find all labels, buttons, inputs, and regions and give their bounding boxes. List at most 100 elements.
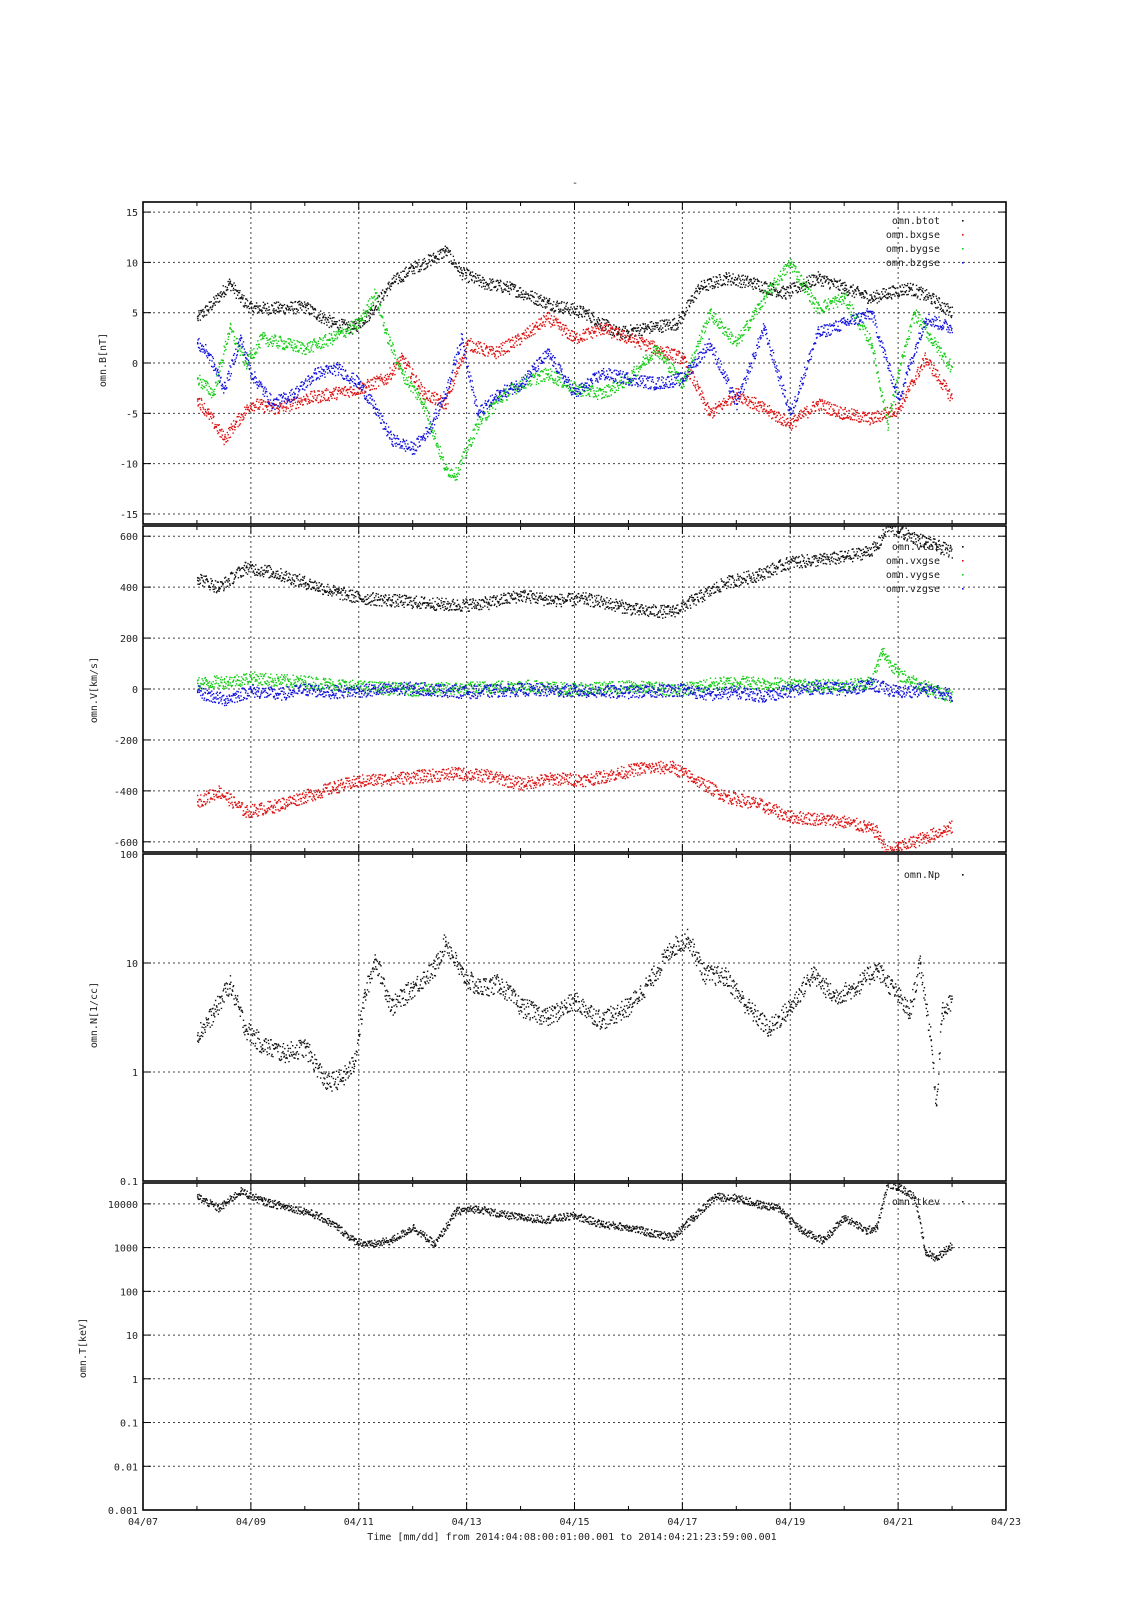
data-point: [498, 394, 501, 397]
data-point: [423, 257, 426, 260]
data-point: [209, 416, 212, 418]
data-point: [809, 289, 812, 291]
data-point: [251, 409, 254, 412]
data-point: [467, 448, 469, 451]
data-point: [299, 303, 301, 305]
data-point: [730, 402, 732, 405]
data-point: [579, 384, 581, 386]
data-point: [543, 368, 545, 371]
data-point: [718, 327, 721, 329]
data-point: [771, 292, 773, 294]
data-point: [261, 403, 264, 406]
data-point: [259, 334, 262, 336]
data-point: [485, 419, 487, 421]
data-point: [443, 408, 445, 410]
data-point: [713, 415, 715, 417]
data-point: [729, 396, 731, 398]
data-point: [864, 290, 867, 292]
data-point: [847, 294, 850, 296]
data-point: [773, 288, 775, 291]
data-point: [819, 307, 822, 309]
data-point: [881, 418, 884, 421]
data-point: [657, 346, 660, 349]
data-point: [580, 305, 582, 308]
data-point: [868, 412, 870, 414]
data-point: [592, 331, 595, 333]
data-point: [221, 428, 223, 431]
data-point: [578, 313, 581, 315]
data-point: [828, 309, 830, 311]
data-point: [610, 388, 612, 391]
data-point: [620, 376, 622, 378]
data-point: [668, 358, 671, 361]
data-point: [627, 334, 629, 337]
data-point: [780, 295, 783, 298]
data-point: [647, 340, 650, 343]
data-point: [240, 416, 242, 419]
data-point: [466, 446, 469, 448]
data-point: [424, 407, 427, 409]
data-point: [606, 332, 608, 334]
data-point: [800, 284, 802, 286]
data-point: [544, 306, 546, 308]
data-point: [205, 382, 207, 385]
data-point: [611, 385, 613, 387]
data-point: [752, 282, 755, 285]
data-point: [561, 328, 563, 330]
data-point: [667, 367, 670, 370]
data-point: [811, 294, 814, 297]
data-point: [825, 412, 828, 414]
data-point: [847, 291, 849, 293]
data-point: [597, 322, 599, 324]
data-point: [462, 357, 464, 360]
data-point: [327, 398, 330, 400]
data-point: [847, 417, 850, 419]
data-point: [848, 289, 850, 292]
data-point: [715, 280, 718, 283]
data-point: [778, 412, 780, 414]
data-point: [547, 317, 550, 320]
data-point: [543, 296, 545, 298]
data-point: [622, 335, 624, 338]
data-point: [379, 375, 381, 378]
data-point: [671, 363, 674, 365]
data-point: [620, 337, 623, 339]
data-point: [830, 403, 833, 406]
data-point: [454, 262, 457, 264]
data-point: [224, 285, 227, 288]
data-point: [546, 306, 548, 308]
data-point: [599, 327, 602, 329]
data-point: [230, 283, 233, 286]
data-point: [744, 396, 746, 398]
data-point: [779, 275, 781, 278]
series-omn-bygse: [196, 258, 954, 481]
data-point: [737, 387, 739, 390]
data-point: [902, 397, 905, 399]
data-point: [809, 285, 811, 288]
data-point: [641, 364, 643, 366]
data-point: [417, 388, 419, 390]
data-point: [595, 390, 597, 392]
data-point: [653, 325, 656, 327]
data-point: [908, 287, 911, 290]
data-point: [441, 257, 444, 259]
data-point: [239, 348, 241, 350]
data-point: [263, 332, 266, 334]
data-point: [714, 407, 716, 409]
data-point: [349, 323, 351, 325]
data-point: [730, 335, 733, 337]
data-point: [401, 357, 404, 360]
data-point: [293, 398, 296, 401]
data-point: [206, 381, 209, 384]
data-point: [416, 266, 418, 268]
data-point: [374, 288, 376, 291]
data-point: [702, 392, 704, 394]
data-point: [380, 301, 382, 303]
data-point: [528, 297, 530, 299]
data-point: [431, 392, 433, 395]
data-point: [871, 297, 873, 300]
data-point: [492, 347, 495, 350]
data-point: [547, 300, 550, 303]
data-point: [235, 421, 237, 423]
data-point: [649, 342, 651, 344]
